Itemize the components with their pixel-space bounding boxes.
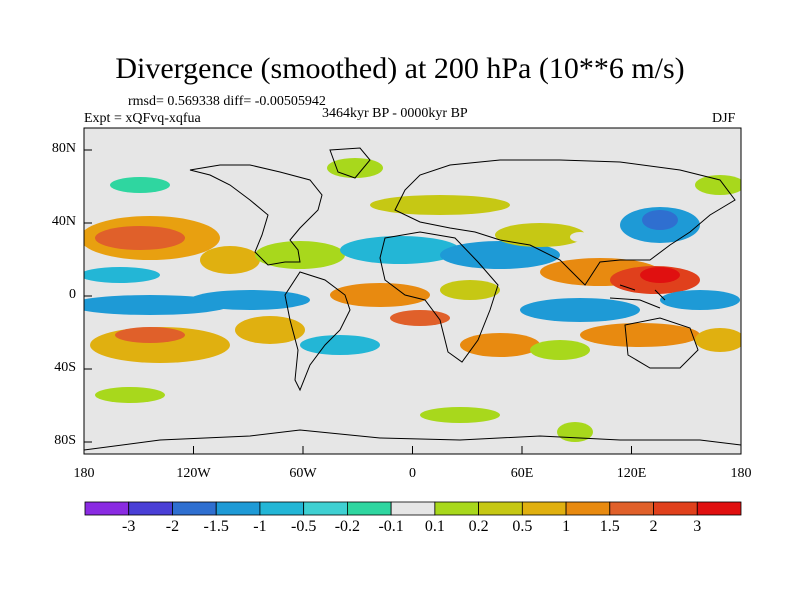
field-blob	[660, 290, 740, 310]
coastlines	[84, 147, 741, 451]
field-blob	[580, 323, 700, 347]
field-blob	[520, 298, 640, 322]
colorbar-swatch	[609, 501, 654, 516]
colorbar-label: -0.2	[334, 518, 361, 535]
lat-label-40n: 40N	[51, 214, 76, 229]
coastline-australia	[624, 317, 699, 369]
colorbar-label: 1.5	[599, 518, 620, 535]
colorbar-swatch	[128, 501, 173, 516]
field-blob	[695, 328, 741, 352]
field-blob	[95, 387, 165, 403]
coastline-eurasia	[394, 159, 736, 286]
lon-label-180e: 180	[730, 466, 752, 481]
colorbar-label: -0.1	[378, 518, 404, 535]
coastline-indonesia	[609, 284, 666, 309]
lat-tick-marks	[84, 149, 92, 443]
colorbar-swatch	[84, 501, 130, 516]
colorbar-label: 3	[693, 518, 702, 535]
colorbar-label: 0.2	[468, 518, 489, 535]
lon-label-60e: 60E	[510, 466, 534, 481]
colorbar-label: -1.5	[203, 518, 229, 535]
field-blob	[95, 226, 185, 250]
coastline-greenland	[329, 147, 371, 179]
period-label: 3464kyr BP - 0000kyr BP	[322, 106, 468, 121]
field-blob	[530, 340, 590, 360]
colorbar-swatch	[696, 501, 742, 516]
field-blob	[640, 267, 680, 283]
colorbar-label: -0.5	[290, 518, 317, 535]
lat-label-0: 0	[69, 287, 76, 302]
colorbar-swatch	[172, 501, 217, 516]
colorbar-swatch	[303, 501, 348, 516]
lon-label-60w: 60W	[289, 466, 317, 481]
field-blob	[440, 280, 500, 300]
colorbar-swatch	[653, 501, 698, 516]
colorbar-label: 2	[649, 518, 658, 535]
colorbar-label: -3	[122, 518, 136, 535]
field-blob	[115, 327, 185, 343]
field-blob	[327, 158, 383, 178]
colorbar-swatch	[565, 501, 611, 516]
lat-label-40s: 40S	[54, 360, 76, 375]
experiment-label: Expt = xQFvq-xqfua	[84, 111, 201, 126]
colorbar-swatch	[259, 501, 305, 516]
field-blob	[110, 177, 170, 193]
field-blob	[200, 246, 260, 274]
colorbar-swatch	[521, 501, 567, 516]
field-blob	[84, 267, 160, 283]
divergence-field	[84, 158, 741, 442]
lon-label-120e: 120E	[616, 466, 647, 481]
field-blob	[330, 283, 430, 307]
field-blob	[300, 335, 380, 355]
field-blob	[370, 195, 510, 215]
colorbar-swatch	[215, 501, 261, 516]
colorbar-label: 0.1	[424, 518, 445, 535]
lon-label-180w: 180	[73, 466, 95, 481]
field-blob	[495, 223, 585, 247]
field-blob	[557, 422, 593, 442]
coastline-south-america	[284, 271, 351, 392]
lon-tick-marks	[83, 446, 742, 454]
field-blob	[255, 241, 345, 269]
lat-label-80n: 80N	[51, 141, 76, 156]
lon-label-0: 0	[409, 466, 416, 481]
colorbar-swatch	[434, 501, 480, 516]
coastline-africa	[379, 231, 499, 363]
colorbar-label: 0.5	[512, 518, 533, 535]
lat-label-80s: 80S	[54, 433, 76, 448]
season-label: DJF	[712, 111, 736, 126]
field-blob	[440, 241, 560, 269]
field-blob	[235, 316, 305, 344]
field-blob	[420, 407, 500, 423]
stats-label: rmsd= 0.569338 diff= -0.00505942	[128, 94, 326, 109]
colorbar-swatch	[390, 501, 436, 516]
field-blob	[695, 175, 741, 195]
colorbar-label: -1	[253, 518, 267, 535]
field-blob	[340, 236, 460, 264]
colorbar	[84, 501, 742, 516]
map-title: Divergence (smoothed) at 200 hPa (10**6 …	[115, 52, 685, 85]
field-blob	[570, 232, 590, 242]
coastline-north-america	[189, 164, 323, 266]
colorbar-swatch	[478, 501, 523, 516]
colorbar-swatch	[346, 501, 392, 516]
coastline-antarctica	[84, 429, 741, 451]
colorbar-label: -2	[165, 518, 180, 535]
field-blob	[642, 210, 678, 230]
lon-label-120w: 120W	[176, 466, 211, 481]
colorbar-label: 1	[562, 518, 571, 535]
field-blob	[460, 333, 540, 357]
field-blob	[190, 290, 310, 310]
